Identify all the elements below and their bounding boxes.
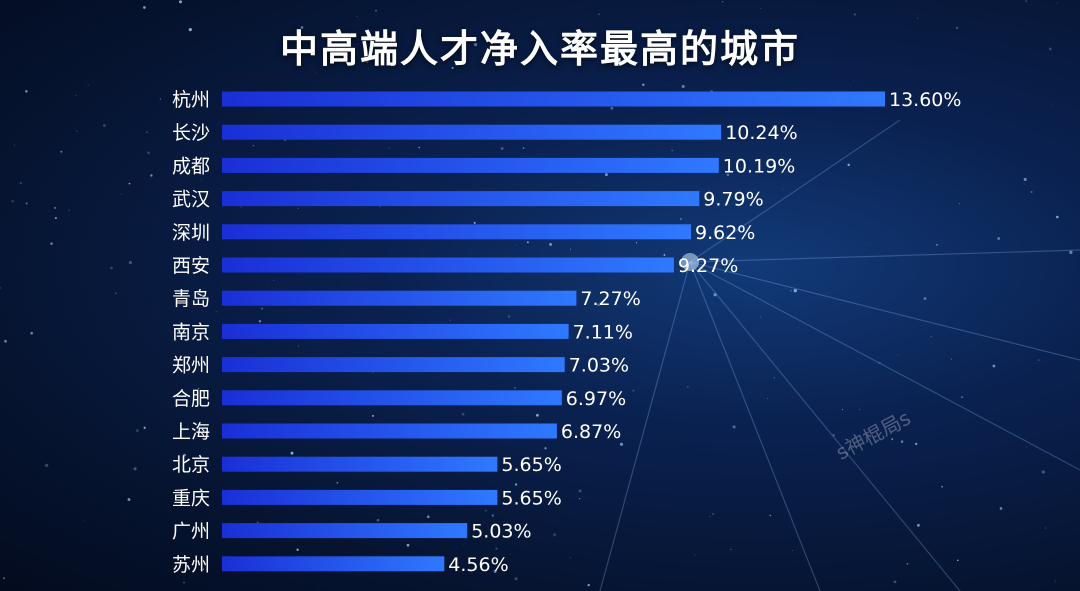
bar [222,91,885,107]
category-label: 深圳 [172,222,210,244]
category-label: 长沙 [172,122,210,144]
category-label: 重庆 [172,487,210,509]
value-label: 7.03% [569,355,629,377]
bar [222,456,498,472]
value-label: 4.56% [448,554,508,576]
category-label: 杭州 [172,89,210,111]
bar [222,556,445,572]
bar [222,257,674,273]
bar [222,323,569,339]
bar [222,157,719,173]
bar [222,191,700,207]
category-label: 苏州 [172,554,210,576]
value-label: 5.65% [501,487,561,509]
value-label: 7.27% [580,288,640,310]
value-label: 9.62% [695,222,755,244]
value-label: 5.03% [471,521,531,543]
category-label: 西安 [172,255,210,277]
bar [222,124,722,140]
bar [222,357,565,373]
bar [222,390,562,406]
bar [222,423,557,439]
value-label: 5.65% [501,454,561,476]
value-label: 10.19% [723,155,795,177]
category-label: 合肥 [172,388,210,410]
category-label: 上海 [172,421,210,443]
value-label: 10.24% [725,122,797,144]
category-label: 北京 [172,454,210,476]
value-label: 13.60% [889,89,961,111]
category-label: 成都 [172,155,210,177]
category-label: 青岛 [172,288,210,310]
bar [222,290,577,306]
bar [222,224,691,240]
category-label: 南京 [172,321,210,343]
value-label: 6.97% [566,388,626,410]
bar [222,489,498,505]
chart-title: 中高端人才净入率最高的城市 [279,27,800,71]
category-label: 武汉 [172,189,210,211]
value-label: 7.11% [573,321,633,343]
value-label: 6.87% [561,421,621,443]
category-label: 广州 [172,521,210,543]
value-label: 9.79% [703,189,763,211]
category-label: 郑州 [172,355,210,377]
bar [222,523,468,539]
value-label: 9.27% [678,255,738,277]
